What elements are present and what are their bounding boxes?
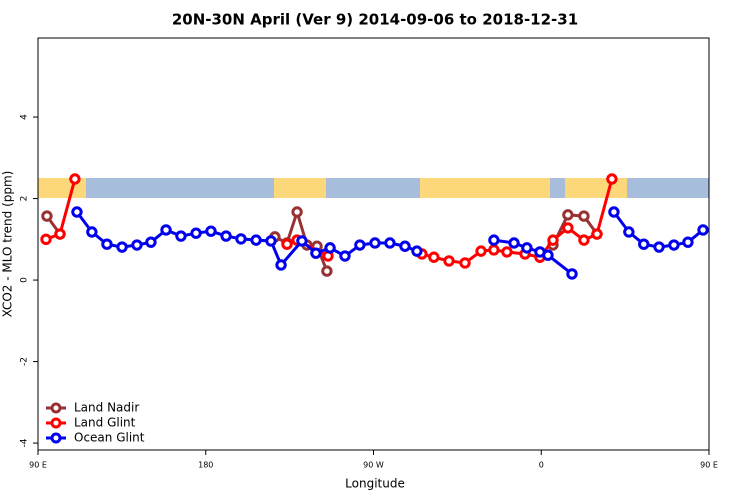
point [190,227,202,239]
legend-label: Ocean Glint [74,431,145,445]
point [324,242,336,254]
point [296,235,308,247]
point [562,222,574,234]
point [131,239,143,251]
x-axis-label: Longitude [345,477,405,491]
point [475,245,487,257]
point [428,251,440,263]
point [354,239,366,251]
point [41,210,53,222]
point [145,236,157,248]
point [459,257,471,269]
point [265,235,277,247]
point [606,173,618,185]
y-tick-label: -2 [20,357,30,366]
point [623,226,635,238]
point [339,250,351,262]
point [638,238,650,250]
x-tick-label: 90 E [29,461,47,470]
chart-title: 20N-30N April (Ver 9) 2014-09-06 to 2018… [172,11,578,29]
point [369,237,381,249]
legend-marker [50,417,62,429]
point [488,234,500,246]
legend-label: Land Glint [74,416,136,430]
point [488,244,500,256]
point [547,234,559,246]
point [501,246,513,258]
y-tick-label: 4 [20,114,30,120]
point [69,173,81,185]
point [411,245,423,257]
point [175,230,187,242]
point [235,233,247,245]
map-strip [38,178,709,198]
point [562,209,574,221]
point [40,233,52,246]
point [86,226,98,238]
point [54,228,66,240]
point [697,224,709,236]
point [220,230,232,242]
point [321,265,333,277]
legend-marker [50,432,62,444]
point [205,225,217,237]
point [542,249,554,261]
point [116,241,128,253]
point [591,228,603,240]
point [508,237,520,249]
point [682,236,694,248]
x-tick-label: 90 W [363,461,384,470]
y-tick-label: 2 [20,196,30,202]
point [578,234,590,246]
point [281,238,293,250]
point [399,240,411,252]
y-axis-label: XCO2 - MLO trend (ppm) [1,171,15,318]
point [566,268,578,280]
x-tick-label: 0 [539,461,544,470]
point [653,241,665,253]
x-tick-label: 180 [198,461,213,470]
point [101,238,113,250]
point [384,237,396,249]
point [71,206,83,218]
legend-marker [50,402,62,414]
y-tick-label: -4 [20,438,30,447]
y-tick-label: 0 [20,277,30,283]
x-tick-label: 90 E [700,461,718,470]
point [310,247,322,259]
point [608,206,620,218]
point [443,255,455,267]
point [160,224,172,236]
point [275,259,287,271]
point [668,239,680,251]
point [521,242,533,254]
point [250,234,262,246]
legend-label: Land Nadir [74,401,139,415]
point [291,206,303,218]
point [578,210,590,222]
